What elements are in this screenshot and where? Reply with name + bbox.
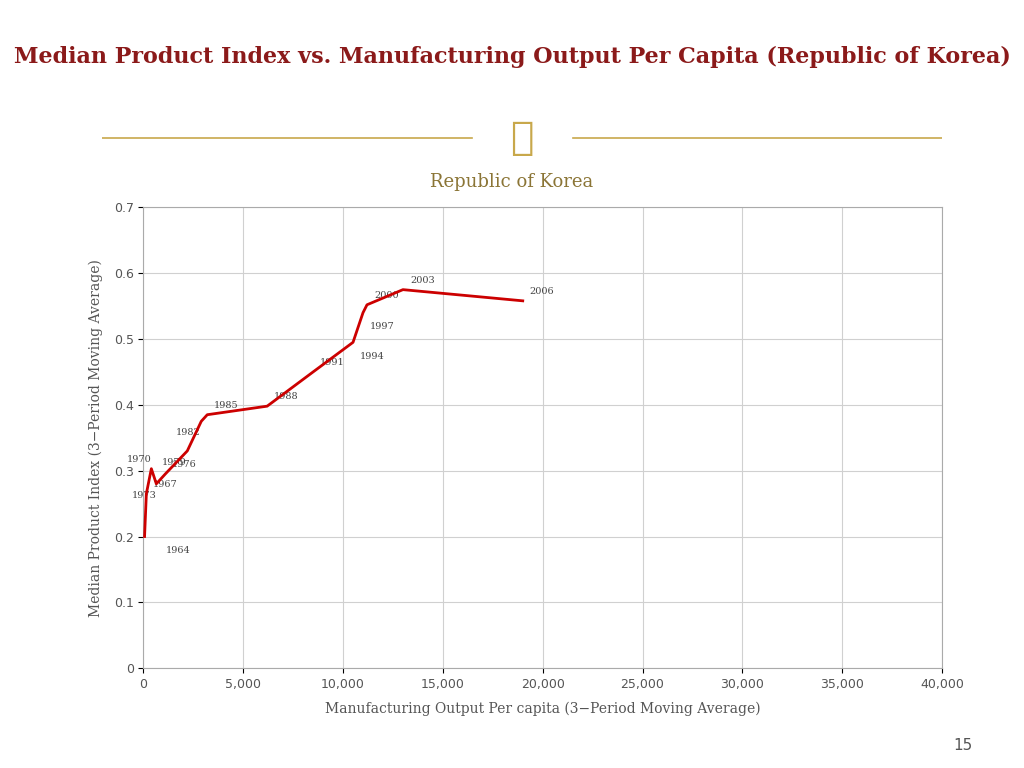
Text: 1973: 1973 [131, 491, 157, 500]
Text: 2006: 2006 [529, 287, 554, 296]
Text: 1982: 1982 [176, 429, 201, 437]
Text: Republic of Korea: Republic of Korea [430, 173, 594, 190]
Text: 1979: 1979 [162, 458, 187, 467]
Text: 1970: 1970 [126, 455, 152, 464]
Text: 1985: 1985 [214, 401, 239, 410]
Text: 1994: 1994 [360, 352, 385, 361]
Y-axis label: Median Product Index (3−Period Moving Average): Median Product Index (3−Period Moving Av… [88, 259, 102, 617]
Text: 1991: 1991 [321, 358, 345, 367]
X-axis label: Manufacturing Output Per capita (3−Period Moving Average): Manufacturing Output Per capita (3−Perio… [325, 702, 761, 717]
Text: 2003: 2003 [410, 276, 434, 285]
Text: 2000: 2000 [374, 291, 398, 300]
Text: 15: 15 [953, 737, 973, 753]
Text: 1976: 1976 [172, 460, 197, 469]
Text: 1964: 1964 [166, 546, 190, 555]
Text: 1988: 1988 [274, 392, 299, 401]
Text: 𝒸: 𝒸 [511, 119, 534, 157]
Text: 1997: 1997 [370, 323, 394, 331]
Text: 1967: 1967 [154, 480, 178, 488]
Text: Median Product Index vs. Manufacturing Output Per Capita (Republic of Korea): Median Product Index vs. Manufacturing O… [13, 46, 1011, 68]
